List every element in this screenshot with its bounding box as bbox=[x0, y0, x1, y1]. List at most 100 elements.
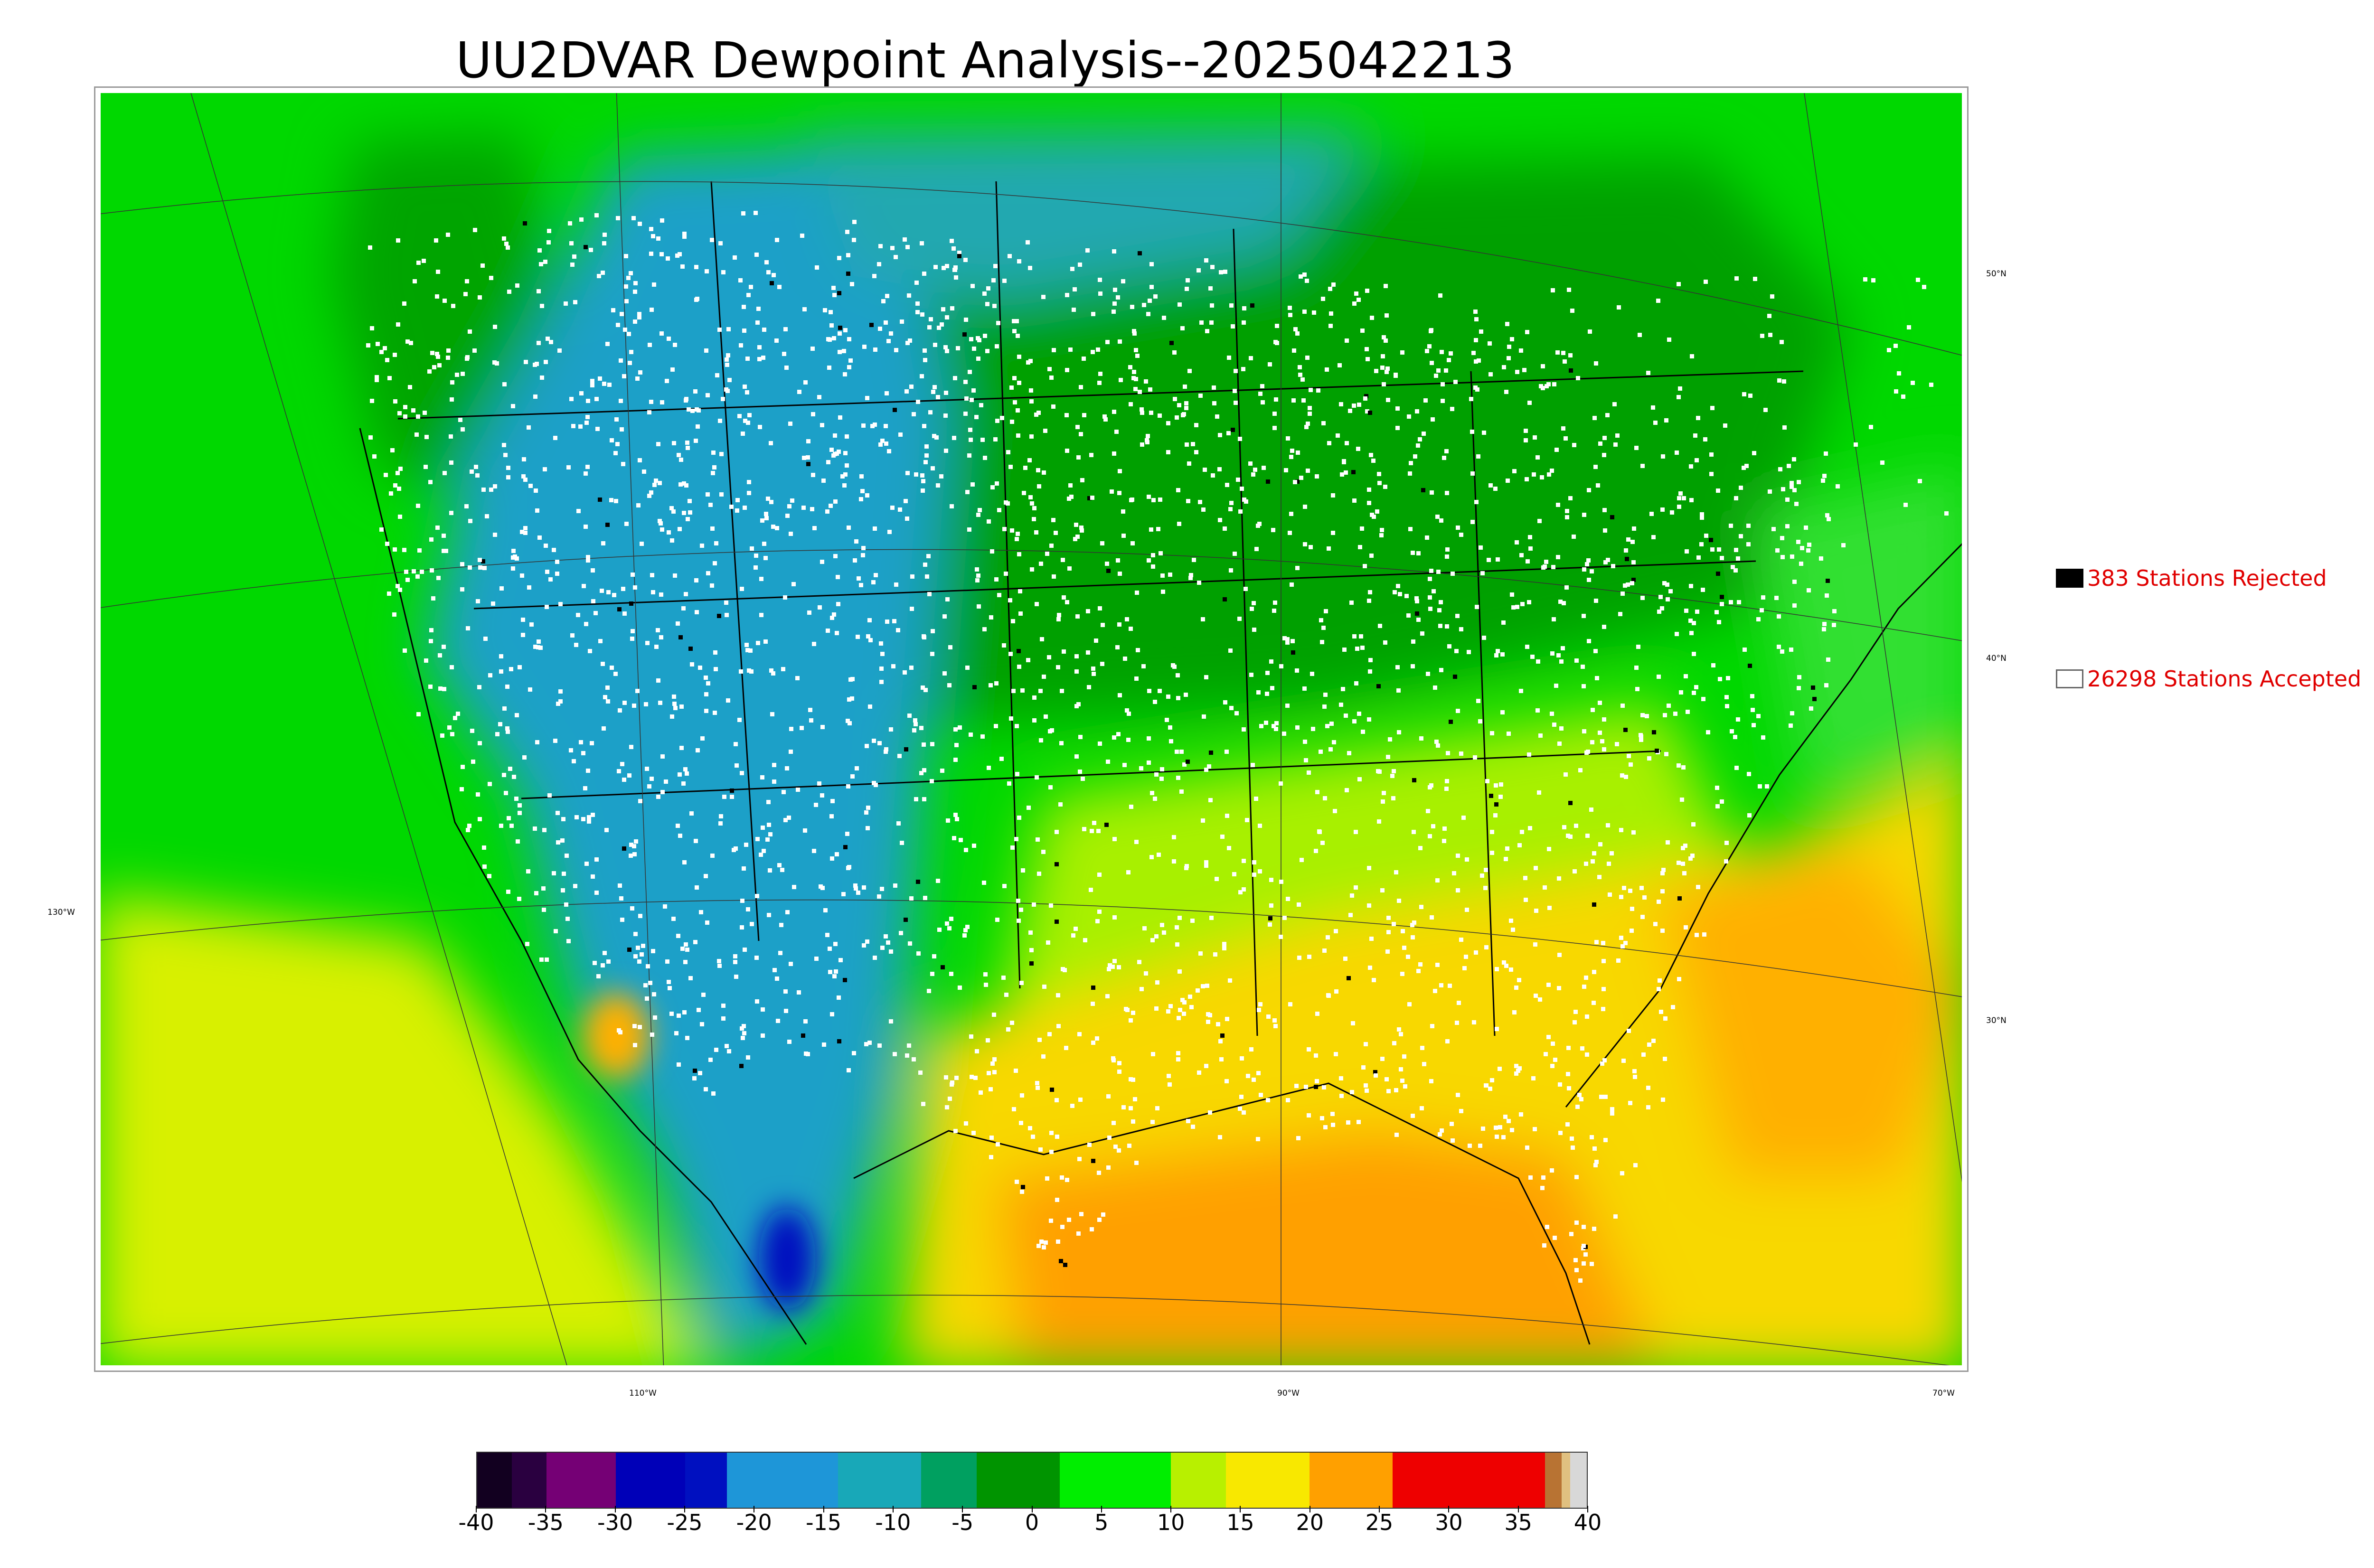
station-accepted bbox=[1682, 871, 1686, 875]
station-accepted bbox=[1004, 572, 1008, 576]
station-accepted bbox=[737, 414, 742, 418]
station-accepted bbox=[481, 488, 486, 492]
station-accepted bbox=[1807, 588, 1811, 592]
station-accepted bbox=[1763, 408, 1768, 412]
station-accepted bbox=[1725, 704, 1729, 708]
station-accepted bbox=[1068, 347, 1073, 352]
station-accepted bbox=[1583, 1252, 1588, 1257]
station-accepted bbox=[1733, 568, 1738, 573]
station-accepted bbox=[1400, 972, 1404, 976]
station-accepted bbox=[738, 278, 743, 282]
station-accepted bbox=[1269, 903, 1273, 908]
station-accepted bbox=[1056, 617, 1061, 621]
station-accepted bbox=[1302, 686, 1307, 691]
station-accepted bbox=[384, 473, 388, 477]
station-accepted bbox=[506, 890, 510, 894]
station-accepted bbox=[1750, 694, 1754, 698]
station-accepted bbox=[539, 958, 544, 962]
station-accepted bbox=[564, 301, 568, 306]
station-accepted bbox=[1468, 1144, 1472, 1148]
station-accepted bbox=[687, 407, 691, 412]
station-accepted bbox=[1016, 899, 1020, 903]
station-accepted bbox=[693, 389, 697, 394]
station-accepted bbox=[1079, 1212, 1083, 1216]
station-accepted bbox=[1470, 471, 1475, 476]
station-accepted bbox=[791, 582, 796, 586]
station-accepted bbox=[1639, 734, 1643, 739]
station-accepted bbox=[1587, 639, 1591, 643]
station-accepted bbox=[848, 358, 853, 363]
station-accepted bbox=[624, 299, 629, 303]
station-accepted bbox=[914, 797, 918, 801]
station-accepted bbox=[1079, 432, 1083, 436]
station-accepted bbox=[1709, 472, 1714, 476]
station-accepted bbox=[1790, 711, 1794, 715]
station-accepted bbox=[477, 685, 481, 689]
station-accepted bbox=[1715, 804, 1720, 808]
station-accepted bbox=[726, 698, 730, 703]
station-accepted bbox=[705, 920, 709, 925]
station-accepted bbox=[1398, 592, 1402, 596]
station-accepted bbox=[1012, 319, 1016, 323]
station-accepted bbox=[1182, 1012, 1186, 1016]
station-accepted bbox=[877, 741, 882, 745]
station-accepted bbox=[442, 534, 446, 538]
station-accepted bbox=[1336, 433, 1340, 438]
station-accepted bbox=[1561, 351, 1565, 355]
station-accepted bbox=[523, 531, 528, 535]
station-accepted bbox=[681, 606, 686, 610]
station-accepted bbox=[1531, 1076, 1536, 1080]
station-accepted bbox=[605, 342, 610, 346]
station-accepted bbox=[637, 315, 641, 319]
station-accepted bbox=[1592, 1227, 1596, 1231]
station-accepted bbox=[1598, 441, 1602, 446]
station-accepted bbox=[461, 427, 465, 432]
station-accepted bbox=[1562, 601, 1566, 605]
station-accepted bbox=[1498, 795, 1503, 799]
station-accepted bbox=[986, 286, 990, 291]
station-accepted bbox=[1121, 534, 1126, 538]
station-accepted bbox=[1098, 606, 1102, 610]
station-markers[interactable] bbox=[366, 211, 1949, 1283]
station-accepted bbox=[1449, 351, 1453, 356]
station-accepted bbox=[632, 1024, 637, 1028]
station-accepted bbox=[1047, 367, 1052, 371]
station-accepted bbox=[464, 504, 469, 508]
station-accepted bbox=[1490, 830, 1494, 834]
station-accepted bbox=[1082, 413, 1086, 417]
station-accepted bbox=[1060, 1225, 1065, 1229]
station-accepted bbox=[650, 777, 654, 781]
station-accepted bbox=[1456, 888, 1460, 892]
station-accepted bbox=[1681, 846, 1685, 850]
station-accepted bbox=[645, 641, 650, 645]
dewpoint-map[interactable] bbox=[94, 86, 1969, 1372]
station-accepted bbox=[862, 345, 867, 349]
station-accepted bbox=[1514, 1064, 1518, 1068]
station-accepted bbox=[1252, 873, 1256, 877]
station-accepted bbox=[900, 841, 904, 845]
station-accepted bbox=[1484, 945, 1488, 949]
station-rejected bbox=[1209, 751, 1213, 755]
station-accepted bbox=[739, 669, 743, 674]
station-accepted bbox=[1692, 621, 1696, 625]
station-accepted bbox=[1455, 1021, 1459, 1025]
station-accepted bbox=[1528, 535, 1532, 539]
station-accepted bbox=[1537, 790, 1541, 795]
station-accepted bbox=[1657, 610, 1661, 614]
station-accepted bbox=[518, 665, 522, 669]
station-rejected bbox=[1494, 802, 1498, 807]
station-accepted bbox=[759, 613, 763, 617]
station-accepted bbox=[943, 345, 948, 349]
station-accepted bbox=[812, 849, 816, 853]
station-accepted bbox=[1498, 1067, 1502, 1071]
station-accepted bbox=[835, 852, 839, 856]
station-accepted bbox=[1379, 533, 1384, 537]
station-accepted bbox=[1667, 338, 1671, 342]
station-accepted bbox=[1433, 989, 1437, 993]
station-accepted bbox=[447, 725, 452, 730]
station-accepted bbox=[1582, 1261, 1586, 1266]
station-accepted bbox=[495, 732, 499, 736]
station-accepted bbox=[1177, 403, 1181, 407]
station-accepted bbox=[922, 272, 926, 276]
station-accepted bbox=[1797, 480, 1801, 484]
